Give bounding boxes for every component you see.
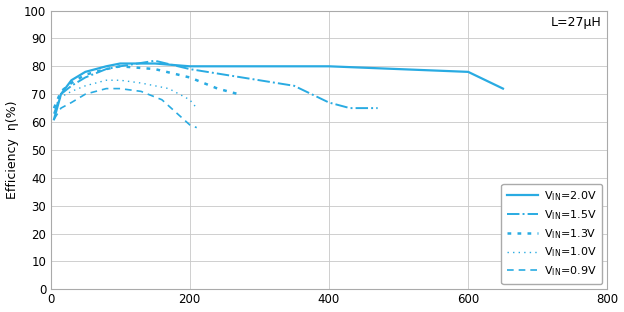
X-axis label: Output Current $I_{OUT}$ (mA): Output Current $I_{OUT}$ (mA) (0, 311, 1, 312)
Text: L=27μH: L=27μH (551, 16, 602, 29)
Legend: $\mathregular{V_{IN}}$=2.0V, $\mathregular{V_{IN}}$=1.5V, $\mathregular{V_{IN}}$: $\mathregular{V_{IN}}$=2.0V, $\mathregul… (501, 183, 602, 284)
Y-axis label: Efficiency  η(%): Efficiency η(%) (6, 101, 19, 199)
